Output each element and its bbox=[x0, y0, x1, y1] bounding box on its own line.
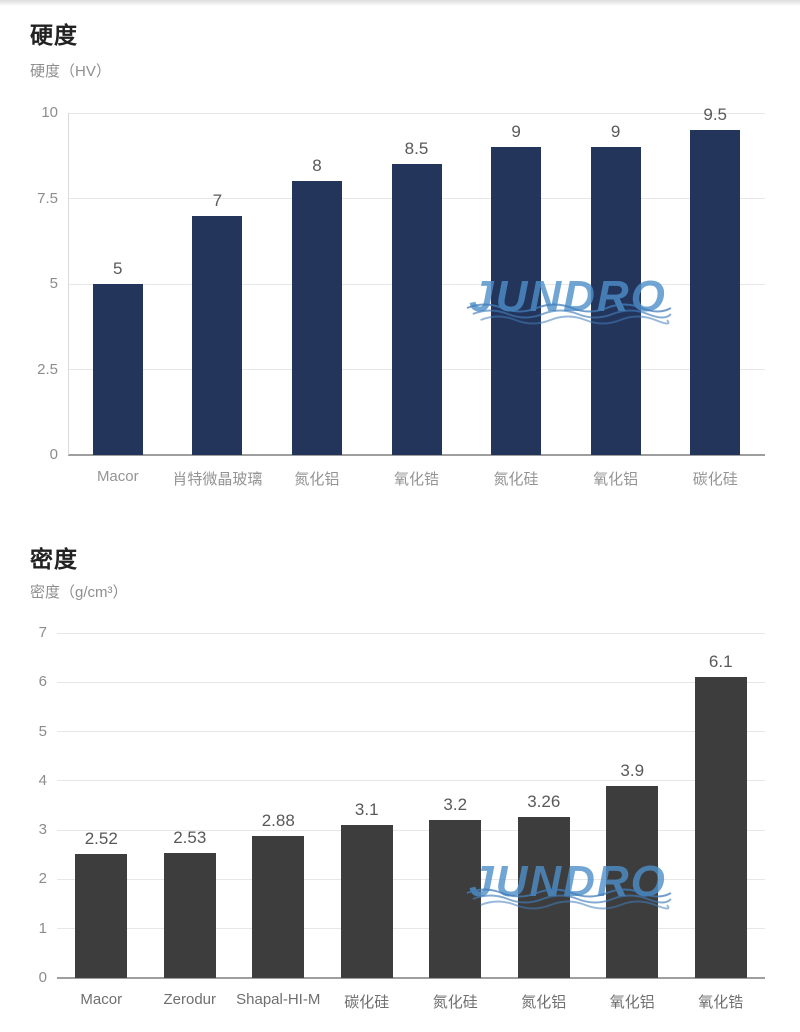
value-label: 2.52 bbox=[84, 828, 118, 848]
x-tick-label: Macor bbox=[80, 991, 123, 1008]
bar bbox=[92, 284, 143, 455]
hardness-chart-title: 硬度 bbox=[30, 22, 78, 48]
y-tick-label: 5 bbox=[38, 722, 47, 740]
density-chart-title: 密度 bbox=[30, 546, 78, 572]
y-tick-label: 4 bbox=[38, 771, 47, 789]
x-tick-label: 氮化铝 bbox=[294, 471, 340, 488]
bar bbox=[690, 130, 741, 455]
x-tick-label: 肖特微晶玻璃 bbox=[172, 471, 263, 488]
value-label: 9 bbox=[610, 122, 621, 142]
y-tick-label: 10 bbox=[41, 104, 58, 121]
bar bbox=[340, 825, 393, 978]
value-label: 6.1 bbox=[708, 652, 733, 672]
x-tick-label: 氮化硅 bbox=[493, 471, 539, 488]
bar bbox=[163, 853, 216, 978]
density-plot-area: 0 1 2 3 4 5 6 7 2.52 Macor 2.53 Zerodur 2.88 Shapal-H… bbox=[39, 624, 765, 1011]
x-tick-label: Zerodur bbox=[163, 991, 217, 1008]
value-label: 8 bbox=[312, 156, 322, 176]
bar bbox=[291, 181, 342, 455]
value-label: 3.26 bbox=[527, 792, 561, 812]
value-label: 5 bbox=[113, 259, 123, 278]
y-axis-line bbox=[68, 113, 69, 455]
y-tick-label: 2 bbox=[38, 870, 47, 888]
hardness-unit-label: 硬度（HV） bbox=[30, 63, 111, 80]
gridline bbox=[57, 731, 765, 733]
y-tick-label: 0 bbox=[49, 446, 58, 463]
y-tick-label: 5 bbox=[49, 275, 58, 292]
y-tick-label: 2.5 bbox=[37, 360, 58, 378]
x-axis-line bbox=[68, 454, 765, 456]
y-tick-label: 1 bbox=[38, 919, 47, 937]
gridline bbox=[68, 112, 765, 114]
x-tick-label: Macor bbox=[96, 468, 139, 485]
y-tick-label: 7.5 bbox=[37, 189, 58, 207]
value-label: 9.5 bbox=[703, 105, 728, 125]
x-tick-label: Shapal-HI-M bbox=[236, 991, 321, 1008]
value-label: 2.88 bbox=[261, 811, 295, 831]
bar bbox=[606, 785, 659, 978]
bar bbox=[491, 147, 542, 455]
y-tick-label: 0 bbox=[38, 969, 47, 986]
value-label: 3.2 bbox=[443, 795, 468, 815]
bar bbox=[252, 836, 305, 978]
value-label: 2.53 bbox=[173, 828, 207, 848]
gridline bbox=[57, 632, 765, 634]
gridline bbox=[57, 928, 765, 930]
bar bbox=[75, 853, 128, 978]
x-tick-label: 碳化硅 bbox=[344, 994, 390, 1011]
x-tick-label: 氧化铝 bbox=[609, 994, 655, 1011]
y-tick-label: 3 bbox=[38, 821, 47, 839]
hardness-plot-area: 0 2.5 5 7.5 10 5 Macor 7 肖特微晶玻璃 8 氮化铝 8.5 氧化锆 9 氮化硅 9 氧化… bbox=[37, 104, 765, 488]
bar bbox=[694, 677, 747, 978]
x-axis-line bbox=[57, 977, 765, 979]
x-tick-label: 氧化铝 bbox=[593, 471, 639, 488]
y-tick-label: 7 bbox=[38, 624, 47, 641]
gridline bbox=[57, 780, 765, 782]
bar bbox=[391, 164, 442, 455]
x-tick-label: 碳化硅 bbox=[692, 471, 738, 488]
x-tick-label: 氮化硅 bbox=[432, 994, 478, 1011]
value-label: 7 bbox=[212, 190, 223, 210]
bar bbox=[590, 147, 641, 455]
bar bbox=[517, 817, 570, 978]
bar bbox=[429, 820, 482, 978]
gridline bbox=[57, 829, 765, 831]
gridline bbox=[57, 681, 765, 683]
density-unit-label: 密度（g/cm³） bbox=[30, 584, 128, 601]
x-tick-label: 氧化锆 bbox=[393, 471, 440, 488]
bar bbox=[192, 215, 243, 455]
x-tick-label: 氮化铝 bbox=[521, 994, 567, 1011]
value-label: 8.5 bbox=[404, 139, 429, 159]
page-top-edge bbox=[0, 0, 800, 6]
x-tick-label: 氧化锆 bbox=[698, 994, 744, 1011]
value-label: 9 bbox=[511, 122, 521, 142]
value-label: 3.1 bbox=[354, 800, 379, 820]
gridline bbox=[57, 878, 765, 880]
y-tick-label: 6 bbox=[38, 673, 47, 691]
value-label: 3.9 bbox=[620, 760, 645, 780]
